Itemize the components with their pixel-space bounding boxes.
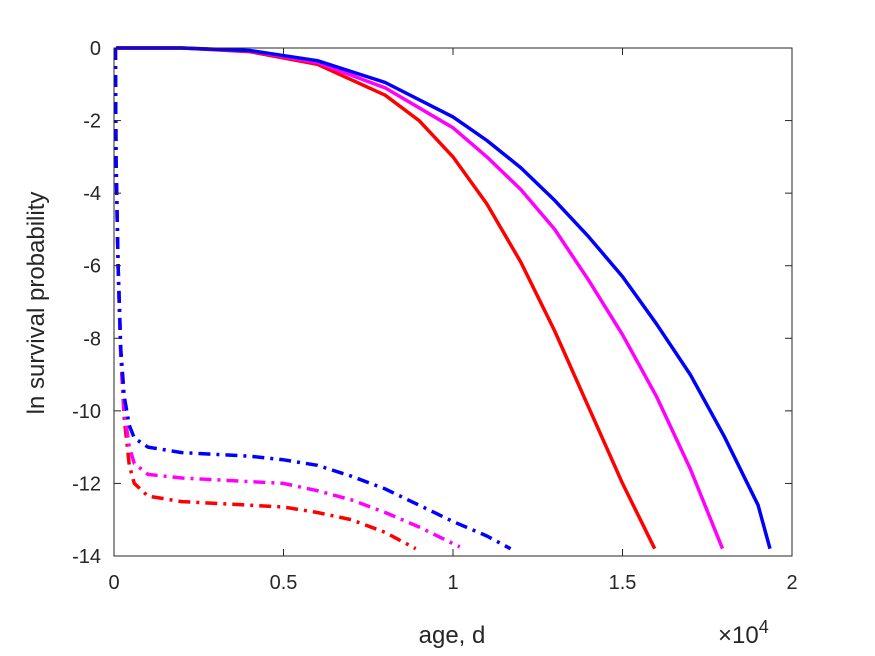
- x-tick-label: 1: [447, 572, 458, 594]
- series-line-5: [113, 47, 461, 549]
- series-line-6: [113, 47, 512, 551]
- x-tick-label: 2: [786, 572, 797, 594]
- y-tick-label: -8: [83, 328, 101, 350]
- y-tick-label: -6: [83, 256, 101, 278]
- x-axis-label: age, d: [419, 622, 486, 649]
- y-axis-label: ln survival probability: [23, 192, 50, 415]
- x-axis: 0 0.5 1 1.5 2: [108, 48, 798, 594]
- x-tick-label: 0.5: [270, 572, 298, 594]
- y-axis: 0 -2 -4 -6 -8 -10 -12 -14: [72, 38, 792, 568]
- axes-box: [113, 47, 793, 557]
- y-tick-label: 0: [90, 38, 101, 60]
- x-exponent-multiplier: ×104: [718, 617, 769, 649]
- y-tick-label: -12: [72, 473, 101, 495]
- y-tick-label: -2: [83, 111, 101, 133]
- series-line-3: [116, 46, 772, 550]
- x-exponent-base: ×10: [718, 622, 759, 649]
- x-tick-label: 1.5: [609, 572, 637, 594]
- y-tick-label: -10: [72, 401, 101, 423]
- series-line-4: [113, 47, 417, 551]
- y-tick-label: -4: [83, 183, 101, 205]
- series-line-1: [116, 46, 657, 550]
- x-exponent-power: 4: [759, 617, 769, 637]
- x-tick-label: 0: [108, 572, 119, 594]
- plot-lines: [113, 46, 772, 551]
- y-tick-label: -14: [72, 546, 101, 568]
